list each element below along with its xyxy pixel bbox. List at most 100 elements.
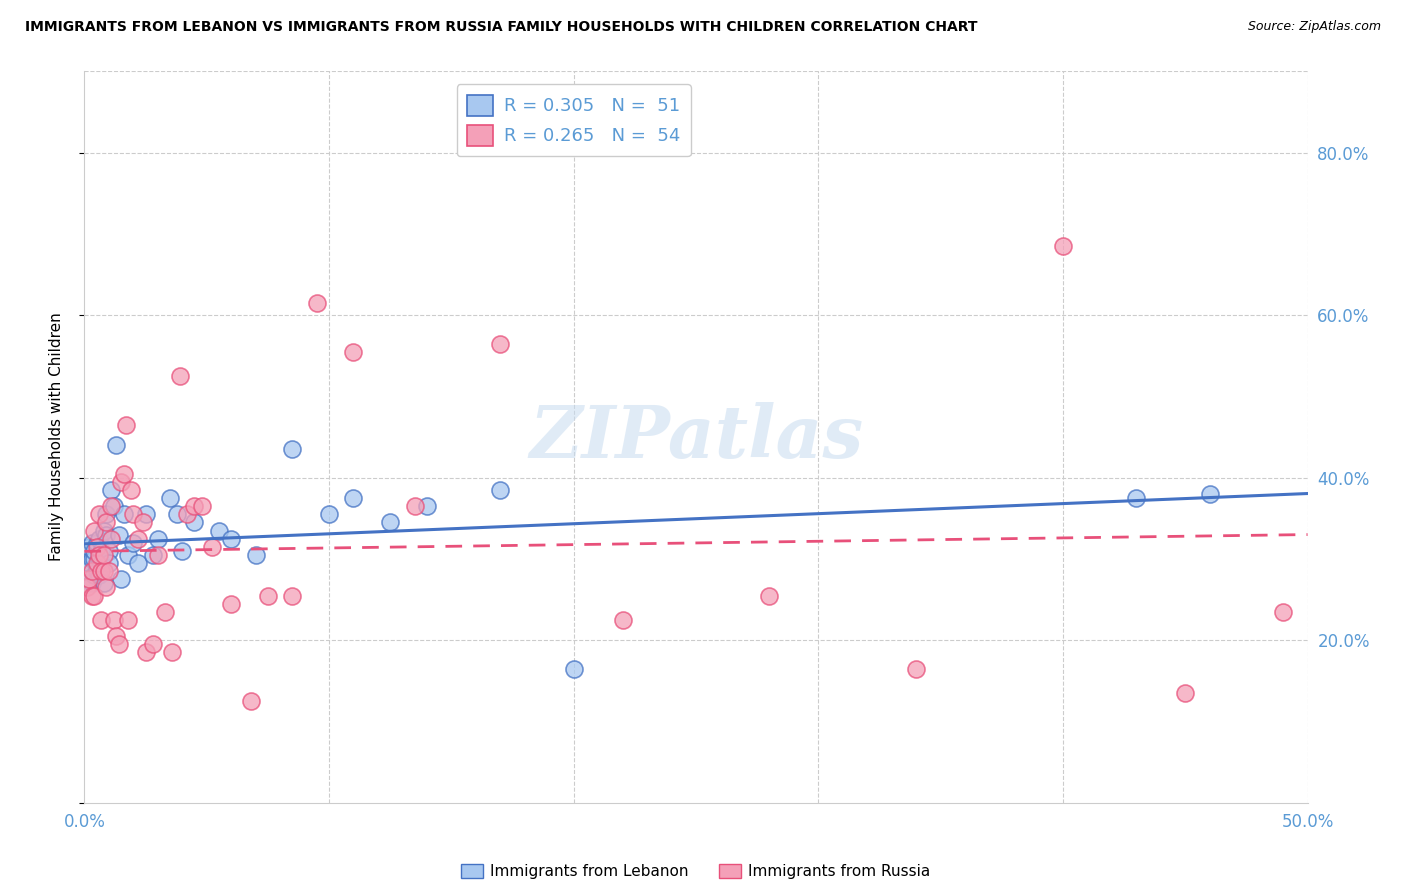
Point <box>169 369 191 384</box>
Point <box>191 499 214 513</box>
Point <box>96 516 118 530</box>
Point <box>86 556 108 570</box>
Point <box>100 499 122 513</box>
Point <box>489 483 512 497</box>
Point <box>183 499 205 513</box>
Point <box>83 544 105 558</box>
Point <box>305 296 328 310</box>
Point <box>146 548 169 562</box>
Point <box>83 552 105 566</box>
Point <box>1272 605 1295 619</box>
Point <box>172 544 194 558</box>
Point <box>183 516 205 530</box>
Point <box>80 552 103 566</box>
Point <box>110 572 132 586</box>
Point <box>1052 239 1074 253</box>
Point <box>112 467 135 481</box>
Text: IMMIGRANTS FROM LEBANON VS IMMIGRANTS FROM RUSSIA FAMILY HOUSEHOLDS WITH CHILDRE: IMMIGRANTS FROM LEBANON VS IMMIGRANTS FR… <box>25 20 977 34</box>
Point <box>489 336 512 351</box>
Point <box>93 548 115 562</box>
Point <box>905 662 928 676</box>
Point <box>219 597 242 611</box>
Point <box>342 344 364 359</box>
Point <box>97 556 120 570</box>
Point <box>86 564 108 578</box>
Point <box>100 532 122 546</box>
Point <box>1174 686 1197 700</box>
Point <box>612 613 634 627</box>
Point <box>166 508 188 522</box>
Point <box>318 508 340 522</box>
Point <box>257 589 280 603</box>
Point <box>87 568 110 582</box>
Point <box>122 535 145 549</box>
Point <box>758 589 780 603</box>
Point <box>200 540 222 554</box>
Point <box>83 568 105 582</box>
Point <box>80 564 103 578</box>
Point <box>117 613 139 627</box>
Point <box>127 556 149 570</box>
Point <box>83 524 105 538</box>
Point <box>86 535 108 549</box>
Point <box>122 508 145 522</box>
Point <box>162 645 184 659</box>
Point <box>87 532 110 546</box>
Point <box>76 581 98 595</box>
Point <box>90 556 112 570</box>
Point <box>103 499 125 513</box>
Text: Source: ZipAtlas.com: Source: ZipAtlas.com <box>1247 20 1381 33</box>
Point <box>105 629 128 643</box>
Point <box>96 508 118 522</box>
Point <box>132 516 155 530</box>
Point <box>87 508 110 522</box>
Point <box>77 572 100 586</box>
Point <box>117 548 139 562</box>
Point <box>115 417 138 432</box>
Point <box>135 508 157 522</box>
Point <box>142 548 165 562</box>
Point <box>112 508 135 522</box>
Y-axis label: Family Households with Children: Family Households with Children <box>49 313 63 561</box>
Point <box>208 524 231 538</box>
Point <box>281 589 304 603</box>
Point <box>105 438 128 452</box>
Point <box>120 483 142 497</box>
Point <box>86 540 108 554</box>
Point <box>110 475 132 489</box>
Point <box>100 483 122 497</box>
Point <box>281 442 304 457</box>
Point <box>96 581 118 595</box>
Point <box>135 645 157 659</box>
Point <box>76 564 98 578</box>
Point <box>103 613 125 627</box>
Point <box>97 544 120 558</box>
Point <box>83 589 105 603</box>
Legend: Immigrants from Lebanon, Immigrants from Russia: Immigrants from Lebanon, Immigrants from… <box>456 858 936 885</box>
Point <box>1198 487 1220 501</box>
Point <box>159 491 181 505</box>
Point <box>97 564 120 578</box>
Point <box>77 540 100 554</box>
Text: ZIPatlas: ZIPatlas <box>529 401 863 473</box>
Point <box>404 499 426 513</box>
Point <box>107 527 129 541</box>
Point <box>219 532 242 546</box>
Point <box>245 548 267 562</box>
Point <box>93 524 115 538</box>
Point <box>77 556 100 570</box>
Point <box>90 564 112 578</box>
Point <box>153 605 176 619</box>
Point <box>146 532 169 546</box>
Point <box>96 527 118 541</box>
Point <box>416 499 439 513</box>
Point <box>87 548 110 562</box>
Point <box>380 516 402 530</box>
Point <box>86 560 108 574</box>
Point <box>1125 491 1147 505</box>
Point <box>90 544 112 558</box>
Point <box>90 613 112 627</box>
Point <box>87 552 110 566</box>
Point <box>93 576 115 591</box>
Point <box>239 694 262 708</box>
